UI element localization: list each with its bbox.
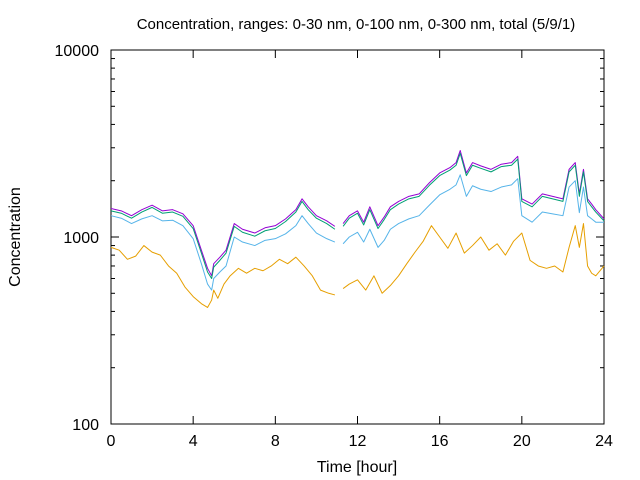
x-tick-label: 0 xyxy=(107,433,116,450)
plot-frame xyxy=(110,49,605,425)
x-tick-label: 8 xyxy=(271,433,280,450)
x-tick-label: 20 xyxy=(513,433,531,450)
x-tick-label: 16 xyxy=(431,433,449,450)
x-axis-label: Time [hour] xyxy=(317,459,397,476)
chart-title: Concentration, ranges: 0-30 nm, 0-100 nm… xyxy=(137,16,576,33)
y-axis-ticks: 100 1000 10000 xyxy=(55,43,604,434)
series-line-2 xyxy=(110,152,605,279)
x-axis-ticks: 0 4 8 12 16 20 24 xyxy=(107,50,613,450)
y-tick-label: 100 xyxy=(72,417,99,434)
x-tick-label: 12 xyxy=(349,433,367,450)
series-lines xyxy=(110,150,605,308)
series-line-3 xyxy=(110,174,604,291)
y-tick-label: 10000 xyxy=(55,43,100,60)
x-tick-label: 24 xyxy=(595,433,613,450)
x-tick-label: 4 xyxy=(189,433,198,450)
y-axis-label: Concentration xyxy=(7,187,24,287)
series-line-4 xyxy=(110,223,605,308)
y-tick-label: 1000 xyxy=(63,230,99,247)
